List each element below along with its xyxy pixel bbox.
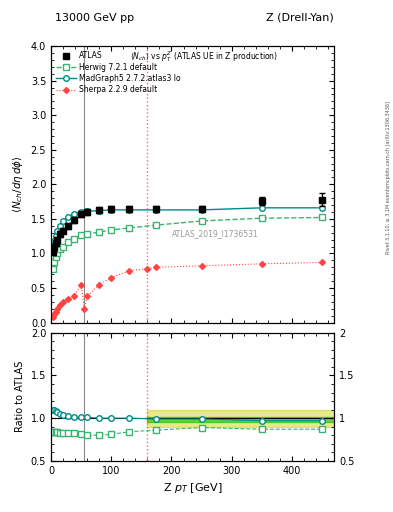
Text: $\langle N_{ch}\rangle$ vs $p_T^Z$ (ATLAS UE in Z production): $\langle N_{ch}\rangle$ vs $p_T^Z$ (ATLA… xyxy=(130,49,278,64)
Text: 13000 GeV pp: 13000 GeV pp xyxy=(55,13,134,23)
Y-axis label: $\langle N_{ch}/d\eta\,d\phi\rangle$: $\langle N_{ch}/d\eta\,d\phi\rangle$ xyxy=(11,156,25,213)
Y-axis label: Ratio to ATLAS: Ratio to ATLAS xyxy=(15,361,25,433)
Text: ATLAS_2019_I1736531: ATLAS_2019_I1736531 xyxy=(172,229,259,239)
X-axis label: Z $p_T$ [GeV]: Z $p_T$ [GeV] xyxy=(163,481,222,495)
Text: mcplots.cern.ch [arXiv:1306.3436]: mcplots.cern.ch [arXiv:1306.3436] xyxy=(386,101,391,186)
Text: Rivet 3.1.10, ≥ 3.1M events: Rivet 3.1.10, ≥ 3.1M events xyxy=(386,186,391,254)
Legend: ATLAS, Herwig 7.2.1 default, MadGraph5 2.7.2.atlas3 lo, Sherpa 2.2.9 default: ATLAS, Herwig 7.2.1 default, MadGraph5 2… xyxy=(55,50,182,96)
Text: Z (Drell-Yan): Z (Drell-Yan) xyxy=(266,13,334,23)
